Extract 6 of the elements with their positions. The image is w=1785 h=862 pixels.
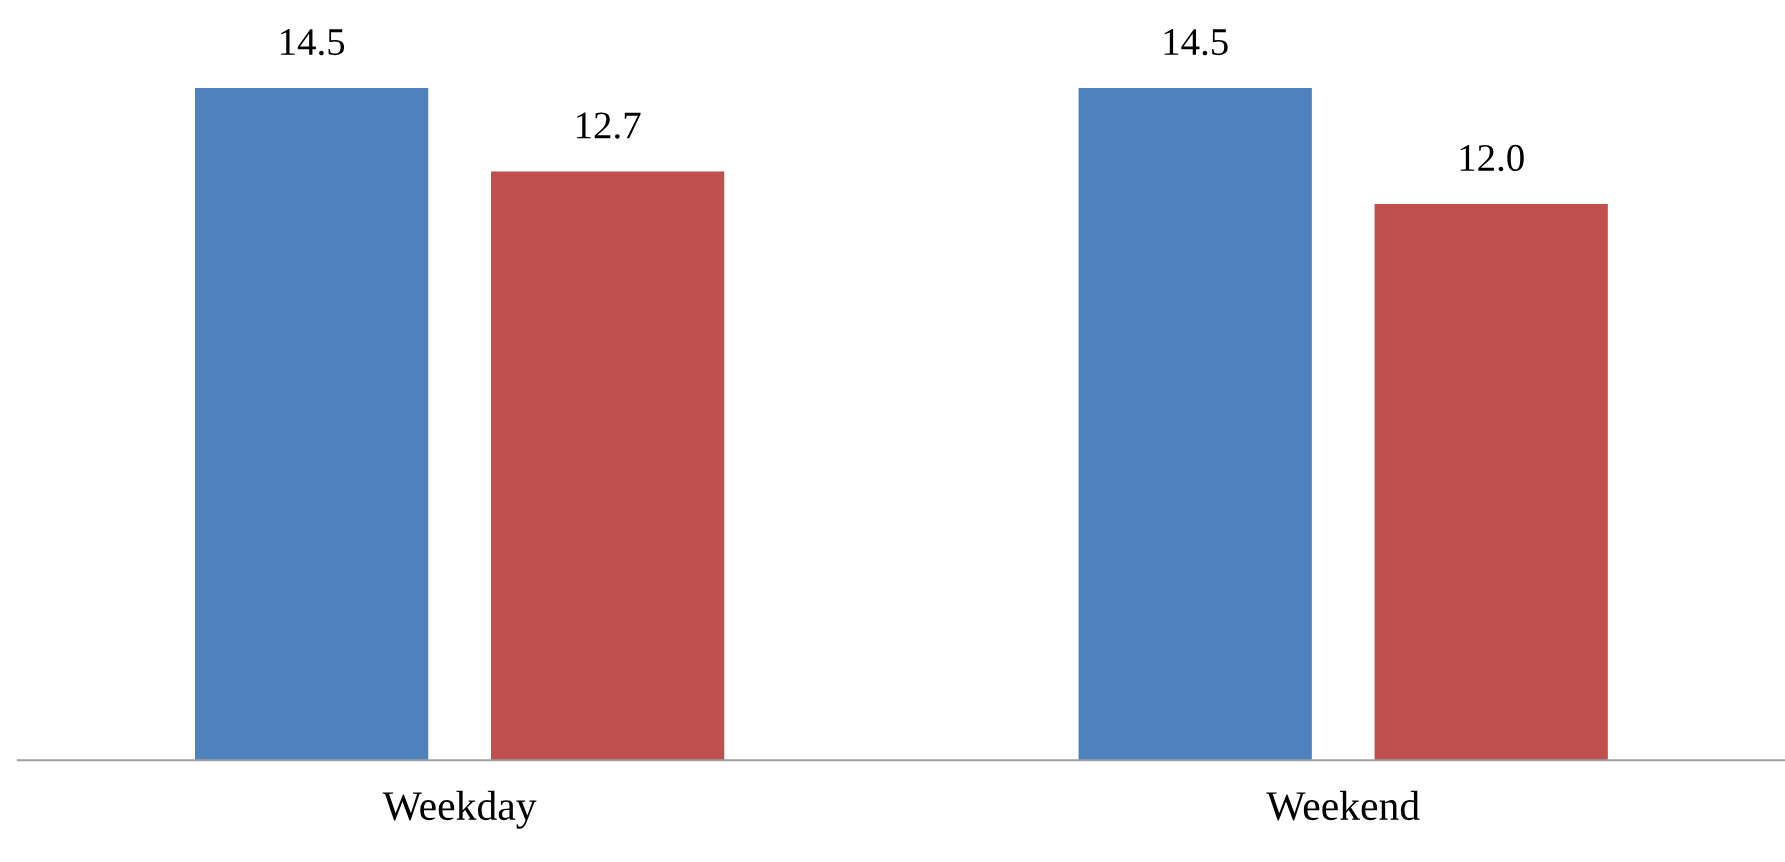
data-label: 12.0 [1460, 144, 1524, 172]
data-label: 14.5 [281, 29, 345, 56]
data-label: 14.5 [1164, 29, 1228, 56]
x-tick-label: Weekend [1266, 790, 1420, 821]
x-tick-label: Weekday [382, 790, 537, 829]
data-label: 12.7 [577, 112, 641, 139]
